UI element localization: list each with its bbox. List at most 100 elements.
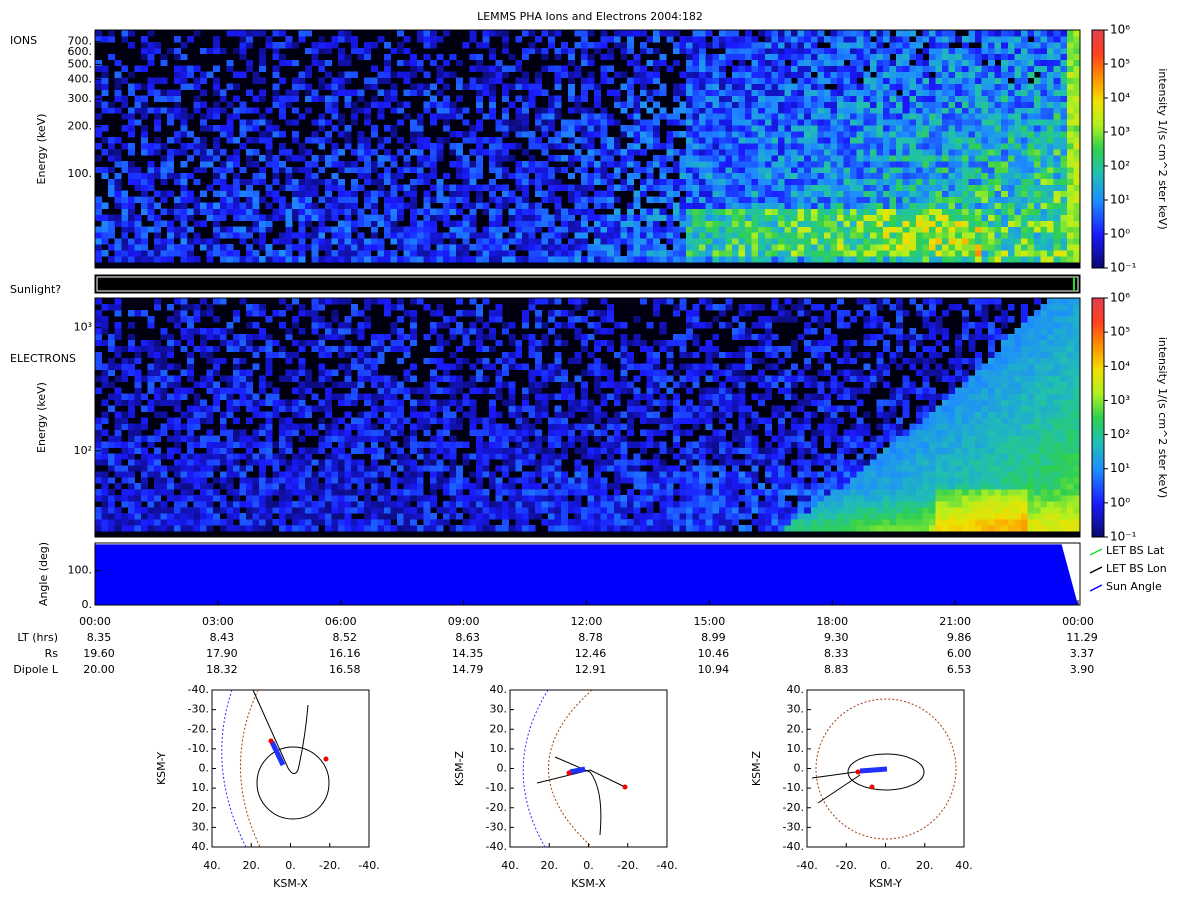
spectrogram-cell bbox=[653, 77, 661, 84]
spectrogram-cell bbox=[370, 149, 378, 156]
spectrogram-cell bbox=[791, 184, 799, 192]
spectrogram-cell bbox=[154, 190, 162, 197]
spectrogram-cell bbox=[108, 393, 116, 400]
spectrogram-cell bbox=[810, 89, 818, 96]
spectrogram-cell bbox=[869, 244, 877, 251]
spectrogram-cell bbox=[613, 214, 621, 221]
spectrogram-cell bbox=[699, 214, 707, 221]
spectrogram-cell bbox=[567, 89, 575, 96]
spectrogram-cell bbox=[777, 125, 785, 132]
spectrogram-cell bbox=[1020, 238, 1028, 245]
spectrogram-cell bbox=[1060, 101, 1068, 108]
spectrogram-cell bbox=[666, 202, 674, 209]
spectrogram-cell bbox=[791, 59, 799, 67]
spectrogram-cell bbox=[955, 154, 963, 162]
spectrogram-cell bbox=[718, 41, 726, 49]
spectrogram-cell bbox=[370, 83, 378, 90]
spectrogram-cell bbox=[246, 178, 253, 186]
spectrogram-cell bbox=[974, 107, 982, 114]
spectrogram-cell bbox=[699, 166, 707, 174]
spectrogram-cell bbox=[968, 232, 976, 239]
spectrogram-cell bbox=[206, 405, 214, 412]
spectrogram-cell bbox=[758, 184, 766, 192]
spectrogram-cell bbox=[988, 214, 996, 221]
spectrogram-cell bbox=[95, 250, 102, 257]
spectrogram-cell bbox=[495, 77, 503, 84]
spectrogram-cell bbox=[193, 30, 201, 37]
spectrogram-cell bbox=[961, 89, 969, 96]
spectrogram-cell bbox=[942, 47, 950, 55]
spectrogram-cell bbox=[797, 143, 805, 150]
spectrogram-cell bbox=[1047, 119, 1055, 126]
spectrogram-cell bbox=[896, 184, 904, 192]
spectrogram-cell bbox=[344, 30, 352, 37]
spectrogram-cell bbox=[515, 208, 523, 215]
spectrogram-cell bbox=[909, 250, 917, 257]
spectrogram-cell bbox=[961, 83, 969, 90]
spectrogram-cell bbox=[1073, 160, 1081, 168]
spectrogram-cell bbox=[797, 95, 805, 102]
spectrogram-cell bbox=[902, 83, 910, 90]
spectrogram-cell bbox=[850, 232, 858, 239]
spectrogram-cell bbox=[626, 143, 634, 150]
spectrogram-cell bbox=[475, 196, 483, 203]
spectrogram-cell bbox=[817, 89, 825, 96]
spectrogram-cell bbox=[889, 172, 897, 180]
spectrogram-cell bbox=[1014, 143, 1022, 150]
spectrogram-cell bbox=[1040, 166, 1048, 174]
spectrogram-cell bbox=[902, 77, 910, 84]
spectrogram-cell bbox=[915, 137, 923, 144]
spectrogram-cell bbox=[653, 65, 661, 73]
spectrogram-cell bbox=[837, 65, 844, 73]
spectrogram-cell bbox=[541, 125, 549, 132]
spectrogram-cell bbox=[784, 137, 792, 144]
spectrogram-cell bbox=[784, 113, 792, 120]
spectrogram-cell bbox=[1060, 226, 1068, 233]
spectrogram-cell bbox=[791, 208, 799, 215]
spectrogram-cell bbox=[909, 238, 917, 245]
spectrogram-cell bbox=[994, 208, 1002, 215]
spectrogram-cell bbox=[1014, 71, 1022, 78]
spectrogram-cell bbox=[837, 53, 844, 61]
spectrogram-cell bbox=[180, 345, 188, 353]
spectrogram-cell bbox=[810, 30, 818, 37]
spectrogram-cell bbox=[856, 149, 864, 156]
spectrogram-cell bbox=[817, 101, 825, 108]
spectrogram-cell bbox=[1027, 244, 1035, 251]
spectrogram-cell bbox=[252, 125, 260, 132]
spectrogram-cell bbox=[403, 244, 411, 251]
spectrogram-cell bbox=[659, 154, 667, 162]
spectrogram-cell bbox=[580, 178, 588, 186]
spectrogram-cell bbox=[278, 95, 286, 102]
spectrogram-cell bbox=[140, 417, 148, 424]
spectrogram-cell bbox=[213, 149, 221, 156]
spectrogram-cell bbox=[863, 196, 871, 203]
spectrogram-cell bbox=[699, 35, 707, 43]
spectrogram-cell bbox=[653, 119, 661, 126]
spectrogram-cell bbox=[896, 202, 904, 209]
spectrogram-cell bbox=[961, 131, 969, 138]
spectrogram-cell bbox=[758, 143, 766, 150]
spectrogram-cell bbox=[909, 244, 917, 251]
spectrogram-cell bbox=[784, 196, 792, 203]
spectrogram-cell bbox=[686, 244, 693, 251]
spectrogram-cell bbox=[134, 309, 142, 317]
spectrogram-cell bbox=[725, 119, 733, 126]
spectrogram-cell bbox=[521, 232, 529, 239]
spectrogram-cell bbox=[272, 65, 280, 73]
spectrogram-cell bbox=[600, 214, 608, 221]
spectrogram-cell bbox=[370, 244, 378, 251]
spectrogram-cell bbox=[311, 41, 319, 49]
spectrogram-cell bbox=[121, 375, 129, 383]
spectrogram-cell bbox=[633, 232, 641, 239]
spectrogram-cell bbox=[377, 137, 385, 144]
spectrogram-cell bbox=[666, 65, 674, 73]
spectrogram-cell bbox=[784, 166, 792, 174]
spectrogram-cell bbox=[850, 83, 858, 90]
spectrogram-cell bbox=[725, 232, 733, 239]
spectrogram-cell bbox=[502, 95, 510, 102]
spectrogram-cell bbox=[154, 107, 162, 114]
spectrogram-cell bbox=[213, 113, 221, 120]
spectrogram-cell bbox=[988, 89, 996, 96]
